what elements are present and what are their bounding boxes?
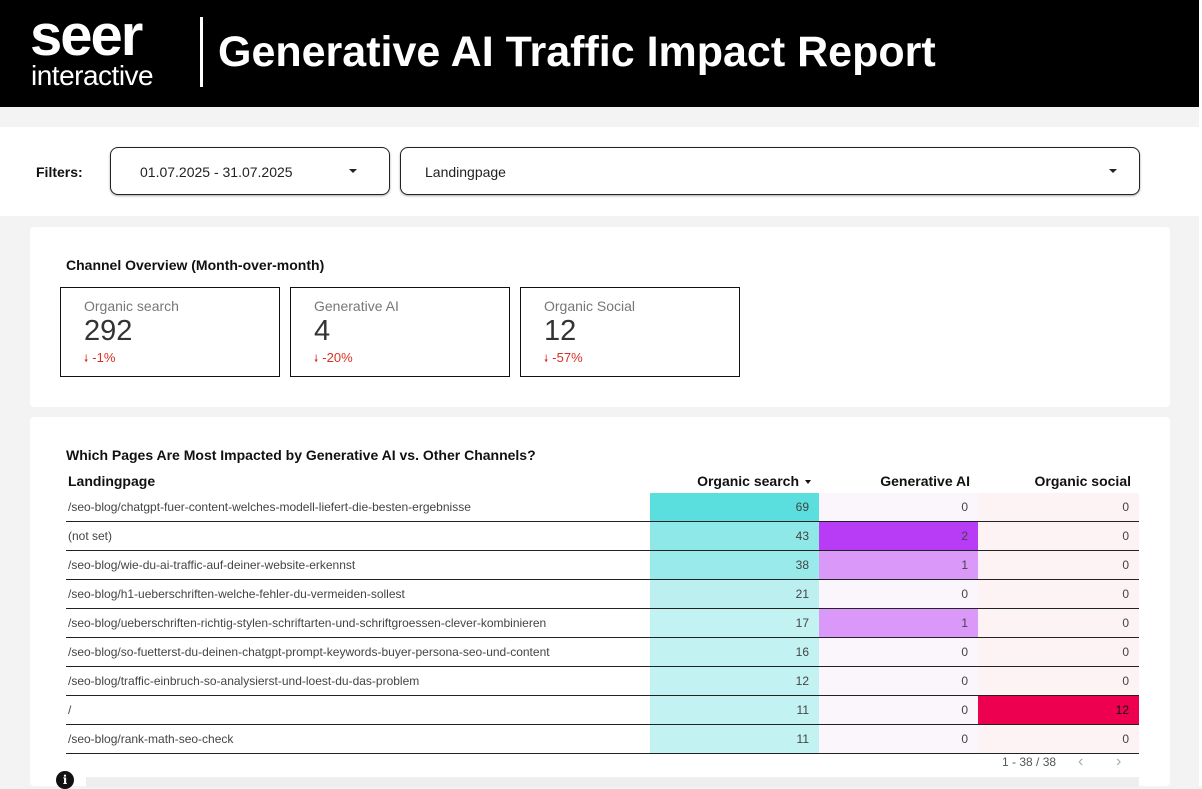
cell-organic-social: 0 xyxy=(978,493,1139,522)
cell-organic-social: 0 xyxy=(978,666,1139,696)
cell-generative-ai: 1 xyxy=(819,550,978,580)
cell-organic-search: 11 xyxy=(650,724,819,754)
scorecard-organic-search: Organic search 292 🠗 -1% xyxy=(60,287,280,377)
pages-impact-panel: Which Pages Are Most Impacted by Generat… xyxy=(30,417,1170,789)
column-header-organic-social[interactable]: Organic social xyxy=(1034,473,1131,489)
cell-organic-search: 69 xyxy=(650,493,819,522)
arrow-down-icon: 🠗 xyxy=(314,354,319,365)
cell-organic-search: 12 xyxy=(650,666,819,696)
cell-organic-social: 0 xyxy=(978,637,1139,667)
date-range-dropdown[interactable]: 01.07.2025 - 31.07.2025 xyxy=(110,147,390,195)
cell-organic-search: 11 xyxy=(650,695,819,725)
cell-organic-social: 0 xyxy=(978,579,1139,609)
cell-generative-ai: 2 xyxy=(819,521,978,551)
filters-label: Filters: xyxy=(36,164,83,180)
info-icon[interactable]: i xyxy=(56,771,74,789)
scorecard-delta: 🠗 -1% xyxy=(84,350,115,369)
cell-organic-social: 0 xyxy=(978,724,1139,754)
arrow-down-icon: 🠗 xyxy=(544,354,549,365)
cell-landingpage: /seo-blog/wie-du-ai-traffic-auf-deiner-w… xyxy=(66,550,650,580)
cell-organic-search: 38 xyxy=(650,550,819,580)
cell-landingpage: /seo-blog/h1-ueberschriften-welche-fehle… xyxy=(66,579,650,609)
scorecard-value: 4 xyxy=(314,315,331,347)
table-row[interactable]: /seo-blog/so-fuetterst-du-deinen-chatgpt… xyxy=(66,637,1139,667)
table-row[interactable]: /seo-blog/h1-ueberschriften-welche-fehle… xyxy=(66,579,1139,609)
cell-organic-social: 0 xyxy=(978,550,1139,580)
table-row[interactable]: /seo-blog/chatgpt-fuer-content-welches-m… xyxy=(66,493,1139,522)
chevron-left-icon[interactable]: ‹ xyxy=(1078,753,1084,770)
scorecard-generative-ai: Generative AI 4 🠗 -20% xyxy=(290,287,510,377)
cell-generative-ai: 0 xyxy=(819,493,978,522)
chevron-right-icon[interactable]: › xyxy=(1116,753,1122,770)
scorecard-delta-value: -57% xyxy=(552,350,583,365)
scorecard-label: Generative AI xyxy=(314,298,399,314)
table-row[interactable]: /seo-blog/rank-math-seo-check 11 0 0 xyxy=(66,724,1139,754)
pages-impact-title: Which Pages Are Most Impacted by Generat… xyxy=(66,447,536,463)
logo-divider xyxy=(200,17,203,87)
scorecard-value: 292 xyxy=(84,315,133,347)
date-range-value: 01.07.2025 - 31.07.2025 xyxy=(140,164,293,180)
scorecard-delta: 🠗 -20% xyxy=(314,350,353,369)
cell-generative-ai: 0 xyxy=(819,695,978,725)
column-header-generative-ai[interactable]: Generative AI xyxy=(880,473,970,489)
cell-generative-ai: 0 xyxy=(819,666,978,696)
report-title: Generative AI Traffic Impact Report xyxy=(218,28,936,76)
table-row[interactable]: /seo-blog/traffic-einbruch-so-analysiers… xyxy=(66,666,1139,696)
caret-down-icon xyxy=(1109,169,1117,173)
cell-organic-social: 0 xyxy=(978,608,1139,638)
landingpage-dropdown[interactable]: Landingpage xyxy=(400,147,1140,195)
scorecard-label: Organic search xyxy=(84,298,179,314)
cell-landingpage: /seo-blog/so-fuetterst-du-deinen-chatgpt… xyxy=(66,637,650,667)
scorecard-delta: 🠗 -57% xyxy=(544,350,583,369)
scorecard-delta-value: -20% xyxy=(322,350,353,365)
cell-organic-social: 12 xyxy=(978,695,1139,725)
table-row[interactable]: (not set) 43 2 0 xyxy=(66,521,1139,551)
cell-landingpage: /seo-blog/rank-math-seo-check xyxy=(66,724,650,754)
cell-landingpage: /seo-blog/traffic-einbruch-so-analysiers… xyxy=(66,666,650,696)
pagination-label: 1 - 38 / 38 xyxy=(1002,755,1057,769)
logo-seer-text: seer xyxy=(30,3,143,68)
column-header-organic-search[interactable]: Organic search xyxy=(650,469,819,493)
scorecard-value: 12 xyxy=(544,315,577,347)
sort-desc-icon xyxy=(805,480,811,485)
page-right-edge xyxy=(1199,0,1202,786)
table-row[interactable]: /seo-blog/ueberschriften-richtig-stylen-… xyxy=(66,608,1139,638)
cell-organic-search: 43 xyxy=(650,521,819,551)
scorecard-organic-social: Organic Social 12 🠗 -57% xyxy=(520,287,740,377)
cell-generative-ai: 0 xyxy=(819,637,978,667)
cell-generative-ai: 0 xyxy=(819,724,978,754)
scorecard-delta-value: -1% xyxy=(92,350,116,365)
caret-down-icon xyxy=(349,169,357,173)
landingpage-filter-value: Landingpage xyxy=(425,164,506,180)
logo-interactive-text: interactive xyxy=(31,60,154,91)
scorecard-label: Organic Social xyxy=(544,298,636,314)
cell-landingpage: /seo-blog/ueberschriften-richtig-stylen-… xyxy=(66,608,650,638)
cell-landingpage: / xyxy=(66,695,650,725)
channel-overview-panel: Channel Overview (Month-over-month) Orga… xyxy=(30,227,1170,407)
table-row[interactable]: /seo-blog/wie-du-ai-traffic-auf-deiner-w… xyxy=(66,550,1139,580)
cell-landingpage: (not set) xyxy=(66,521,650,551)
arrow-down-icon: 🠗 xyxy=(84,354,89,365)
cell-organic-search: 17 xyxy=(650,608,819,638)
cell-generative-ai: 0 xyxy=(819,579,978,609)
cell-organic-search: 16 xyxy=(650,637,819,667)
table-header-row: Landingpage Organic search Generative AI… xyxy=(66,469,1139,493)
horizontal-scrollbar-track[interactable] xyxy=(86,777,1139,787)
filter-bar: Filters: 01.07.2025 - 31.07.2025 Landing… xyxy=(0,127,1199,216)
column-header-label: Organic search xyxy=(697,473,799,489)
channel-overview-title: Channel Overview (Month-over-month) xyxy=(66,257,325,273)
cell-generative-ai: 1 xyxy=(819,608,978,638)
cell-organic-social: 0 xyxy=(978,521,1139,551)
cell-organic-search: 21 xyxy=(650,579,819,609)
column-header-landingpage[interactable]: Landingpage xyxy=(68,473,156,489)
cell-landingpage: /seo-blog/chatgpt-fuer-content-welches-m… xyxy=(66,493,650,522)
pages-table: Landingpage Organic search Generative AI… xyxy=(66,469,1139,754)
report-header: seer interactive Generative AI Traffic I… xyxy=(0,0,1199,107)
table-row[interactable]: /11 0 12 xyxy=(66,695,1139,725)
